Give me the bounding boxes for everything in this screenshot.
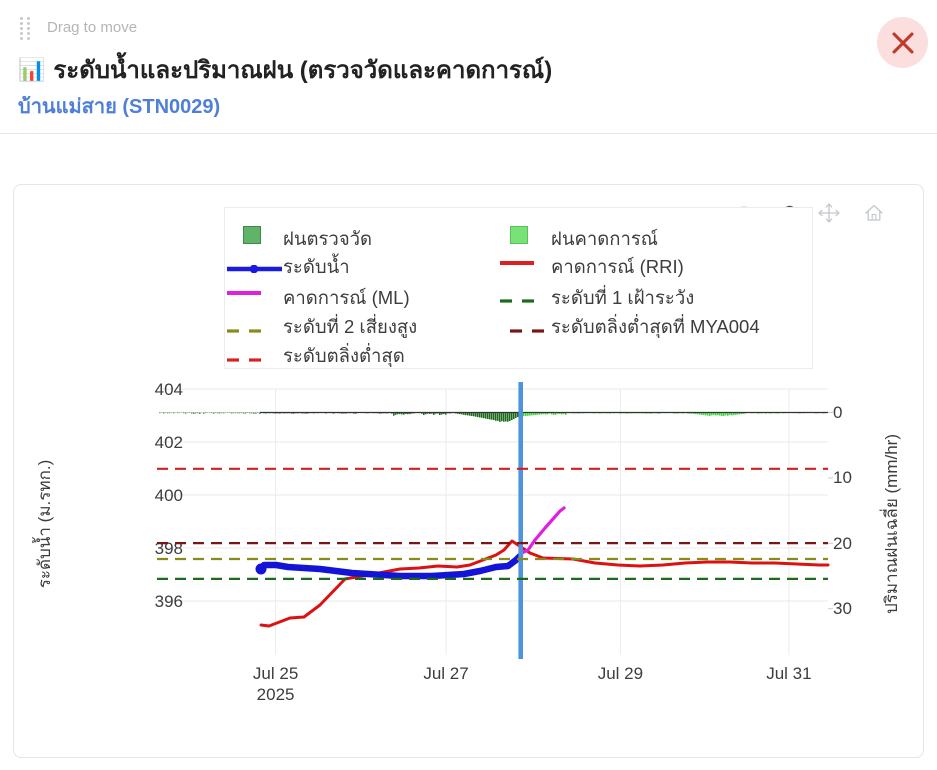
svg-text:Jul 29: Jul 29	[598, 664, 643, 683]
svg-text:ปริมาณฝนเฉลี่ย (mm/hr): ปริมาณฝนเฉลี่ย (mm/hr)	[879, 434, 901, 614]
svg-text:402: 402	[155, 433, 183, 452]
svg-text:Jul 31: Jul 31	[766, 664, 811, 683]
svg-text:Jul 25: Jul 25	[253, 664, 298, 683]
svg-text:10: 10	[833, 468, 852, 487]
svg-text:400: 400	[155, 486, 183, 505]
svg-text:30: 30	[833, 599, 852, 618]
svg-text:404: 404	[155, 380, 183, 399]
svg-text:0: 0	[833, 403, 842, 422]
svg-text:396: 396	[155, 592, 183, 611]
svg-text:398: 398	[155, 539, 183, 558]
svg-text:20: 20	[833, 534, 852, 553]
svg-text:ระดับน้ำ (ม.รทก.): ระดับน้ำ (ม.รทก.)	[32, 460, 54, 589]
svg-text:2025: 2025	[257, 685, 295, 704]
svg-text:Jul 27: Jul 27	[423, 664, 468, 683]
